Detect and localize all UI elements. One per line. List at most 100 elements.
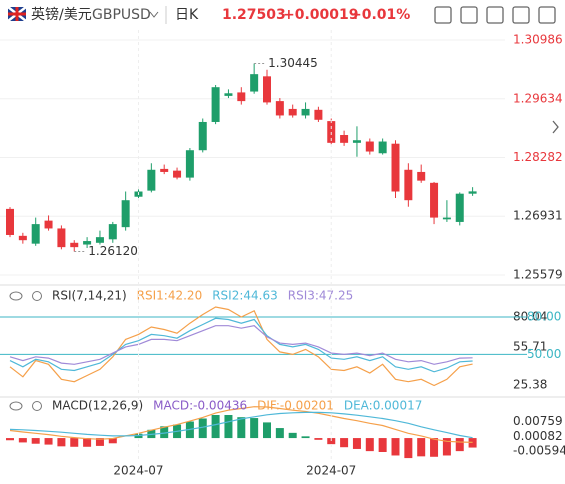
candle-body xyxy=(430,182,439,218)
candle-body xyxy=(57,228,66,248)
candle-body xyxy=(314,109,323,120)
macd-bar xyxy=(275,428,284,439)
macd-line xyxy=(9,411,473,439)
candle-body xyxy=(301,108,310,116)
candle-body xyxy=(44,220,53,229)
settings-icon[interactable] xyxy=(32,291,42,301)
eye-icon[interactable] xyxy=(9,291,23,301)
macd-bar xyxy=(391,438,400,456)
y-tick-label: 1.30986 xyxy=(513,32,563,46)
header: 英镑/美元 GBPUSD 日K 1.27503 +0.00019 +0.01% xyxy=(7,6,559,134)
candle-body xyxy=(468,191,477,194)
candle-body xyxy=(275,101,284,116)
candle-body xyxy=(340,135,349,143)
macd-bar xyxy=(31,438,40,444)
change-percent: +0.01% xyxy=(350,7,410,23)
macd-bar xyxy=(352,438,361,449)
macd-bar xyxy=(340,438,349,448)
macd-bar xyxy=(263,422,271,439)
macd-bar xyxy=(83,438,92,447)
level-label: 80.00 xyxy=(527,310,561,324)
candle-body xyxy=(224,93,233,96)
y-tick-label: 1.29634 xyxy=(513,91,563,105)
candle-body xyxy=(70,242,79,248)
tool-button[interactable] xyxy=(538,6,556,24)
legend-entry: RSI3:47.25 xyxy=(288,289,354,303)
panel-title: RSI(7,14,21) xyxy=(52,289,127,303)
macd-bar xyxy=(417,438,426,457)
annotation-label: 1.26120 xyxy=(88,244,138,258)
tool-button[interactable] xyxy=(512,6,530,24)
macd-bar xyxy=(378,438,387,452)
tool-button[interactable] xyxy=(486,6,504,24)
rsi-line xyxy=(9,317,473,373)
pair-name[interactable]: 英镑/美元 xyxy=(31,6,92,23)
macd-bar xyxy=(327,438,336,445)
y-tick-label: 25.38 xyxy=(513,378,547,392)
level-label: 50.00 xyxy=(527,347,561,361)
candle-body xyxy=(185,150,194,178)
y-tick-label: 80.04 xyxy=(513,309,547,323)
macd-bar xyxy=(108,438,117,444)
macd-bar xyxy=(44,438,53,445)
candle-body xyxy=(108,224,117,240)
legend-entry: RSI1:42.20 xyxy=(137,289,203,303)
candle-body xyxy=(198,121,207,151)
macd-bar xyxy=(250,418,259,439)
candle-body xyxy=(263,76,271,103)
macd-bar xyxy=(160,426,169,439)
candle-body xyxy=(18,235,27,241)
candle-body xyxy=(327,121,336,143)
macd-bar xyxy=(442,438,451,456)
flag-icon xyxy=(8,7,26,21)
candle-body xyxy=(288,108,297,116)
y-tick-label: -0.00594 xyxy=(513,443,565,457)
candle-body xyxy=(391,143,400,192)
macd-bar xyxy=(314,438,323,440)
candle-body xyxy=(442,217,451,220)
y-tick-label: 55.71 xyxy=(513,340,547,354)
macd-bar xyxy=(224,415,233,439)
macd-bar xyxy=(95,438,104,446)
eye-icon[interactable] xyxy=(9,401,23,411)
x-tick-label: 2024-07 xyxy=(113,464,163,478)
period[interactable]: 日K xyxy=(175,7,199,23)
legend-entry: RSI2:44.63 xyxy=(212,289,278,303)
macd-bar xyxy=(18,438,27,443)
candle-body xyxy=(250,74,259,92)
x-tick-label: 2024-07 xyxy=(306,464,356,478)
legend-entry: DEA:0.00017 xyxy=(344,399,423,413)
symbol[interactable]: GBPUSD xyxy=(92,7,151,23)
y-tick-label: 0.00082 xyxy=(513,429,563,443)
candle-body xyxy=(211,87,220,122)
candle-body xyxy=(95,237,104,243)
macd-bar xyxy=(468,438,477,448)
candle-body xyxy=(173,170,182,178)
y-tick-label: 1.28282 xyxy=(513,150,563,164)
y-tick-label: 0.00759 xyxy=(513,414,563,428)
candle-body xyxy=(121,200,130,228)
y-tick-label: 1.26931 xyxy=(513,209,563,223)
side-toggle[interactable] xyxy=(552,120,559,134)
macd-bar xyxy=(198,418,207,439)
candle-body xyxy=(83,241,92,245)
macd-bar xyxy=(301,436,310,439)
legend-entry: MACD:-0.00436 xyxy=(153,399,247,413)
macd-bar xyxy=(57,438,66,447)
candle-body xyxy=(417,171,426,181)
tool-button[interactable] xyxy=(434,6,452,24)
settings-icon[interactable] xyxy=(32,401,42,411)
macd-bar xyxy=(237,417,246,439)
panel-title: MACD(12,26,9) xyxy=(52,399,143,413)
legend-entry: DIF:-0.00201 xyxy=(257,399,334,413)
annotation-label: 1.30445 xyxy=(268,56,318,70)
candle-body xyxy=(365,141,374,152)
change: +0.00019 xyxy=(283,7,359,23)
tool-button[interactable] xyxy=(460,6,478,24)
macd-bar xyxy=(455,438,464,452)
macd-bar xyxy=(365,438,374,452)
dropdown-icon[interactable] xyxy=(149,11,159,18)
candle-body xyxy=(455,193,464,222)
candle-body xyxy=(378,141,387,154)
